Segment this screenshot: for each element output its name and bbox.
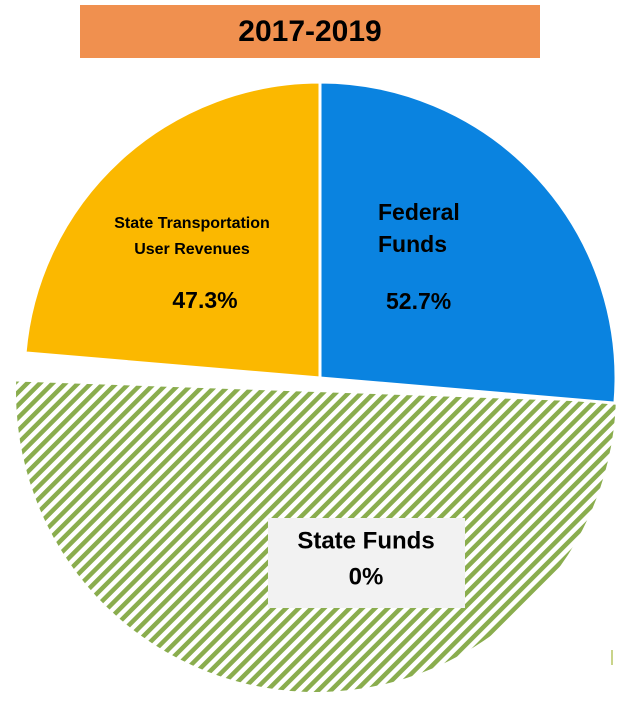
title-banner — [80, 5, 540, 58]
pie-slice — [318, 80, 618, 405]
label-line: State Transportation — [114, 215, 270, 232]
value-label: 52.7% — [386, 288, 451, 314]
pie-slice — [23, 80, 322, 380]
slice-label: State Transportation User Revenues — [114, 215, 270, 258]
label-line: User Revenues — [134, 241, 250, 258]
label-line: Federal — [378, 199, 460, 225]
label-box — [268, 518, 465, 608]
slice-label: Federal Funds — [378, 199, 460, 257]
slice-label: State Funds — [297, 527, 434, 554]
value-label: 47.3% — [172, 287, 237, 313]
chart-title: 2017-2019 — [238, 15, 381, 48]
value-label: 0% — [349, 563, 384, 590]
label-line: Funds — [378, 231, 447, 257]
